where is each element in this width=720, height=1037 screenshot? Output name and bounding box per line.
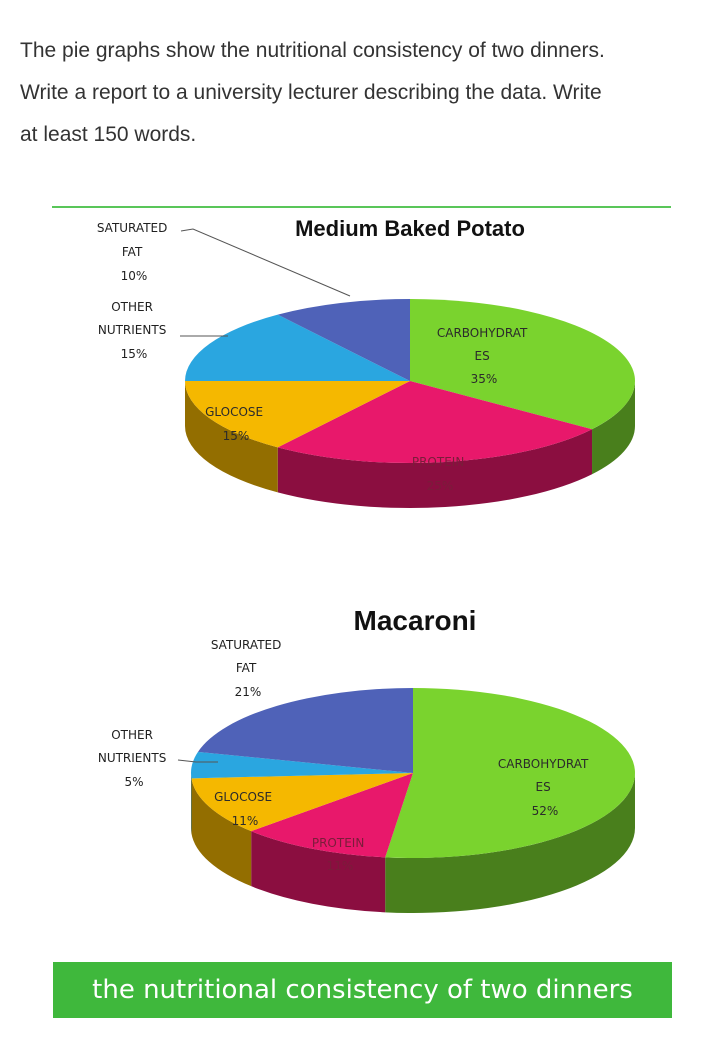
label-glucose-macaroni: GLOCOSE 11% (214, 790, 276, 828)
label-carbohydrates-macaroni: CARBOHYDRAT ES 52% (498, 757, 592, 818)
label-carbohydrates-potato: CARBOHYDRAT ES 35% (437, 326, 531, 386)
label-line: FAT (236, 661, 257, 675)
potato-slice-protein (277, 381, 593, 463)
potato-slice-glucose (185, 381, 410, 448)
potato-slice-carbohydrates (410, 299, 635, 430)
top-divider (52, 206, 671, 208)
label-line: SATURATED (97, 221, 168, 235)
label-line: FAT (122, 245, 143, 259)
label-glucose-potato: GLOCOSE 15% (205, 405, 267, 443)
label-line: NUTRIENTS (98, 751, 166, 765)
label-line: 25% (427, 479, 454, 493)
pie-tops (191, 688, 635, 858)
label-line: 10% (121, 269, 148, 283)
label-protein-potato: PROTEIN 25% (412, 455, 468, 493)
label-line: OTHER (111, 728, 153, 742)
macaroni-slice-glucose (191, 773, 413, 832)
prompt-line: Write a report to a university lecturer … (20, 81, 602, 104)
caption-banner: the nutritional consistency of two dinne… (53, 962, 672, 1018)
label-saturated-fat-potato: SATURATED FAT 10% (97, 221, 171, 283)
label-line: PROTEIN (312, 836, 364, 850)
pie-tops (185, 299, 635, 463)
label-other-nutrients-macaroni: OTHER NUTRIENTS 5% (98, 728, 170, 789)
potato-slice-other-nutrients (185, 314, 410, 381)
label-line: OTHER (111, 300, 153, 314)
label-line: 11% (232, 814, 259, 828)
label-line: 15% (223, 429, 250, 443)
pie-sides (191, 773, 635, 914)
label-line: 5% (124, 775, 143, 789)
potato-side-protein (277, 429, 593, 508)
chart-title-macaroni: Macaroni (354, 605, 477, 636)
label-other-nutrients-potato: OTHER NUTRIENTS 15% (98, 300, 170, 361)
pie-sides (185, 381, 635, 508)
label-line: GLOCOSE (214, 790, 272, 804)
label-saturated-fat-macaroni: SATURATED FAT 21% (211, 638, 285, 699)
label-line: NUTRIENTS (98, 323, 166, 337)
macaroni-side-glucose (191, 778, 252, 887)
potato-side-glucose (185, 381, 278, 493)
label-line: 52% (532, 804, 559, 818)
macaroni-slice-carbohydrates (385, 688, 635, 858)
macaroni-slice-other-nutrients (191, 751, 413, 779)
pie-chart-baked-potato (185, 299, 635, 508)
leader-line (180, 228, 351, 297)
macaroni-side-protein (251, 831, 386, 913)
chart-title-baked-potato: Medium Baked Potato (295, 216, 525, 241)
label-line: 11% (327, 859, 354, 873)
prompt-line: at least 150 words. (20, 123, 197, 146)
prompt-text: The pie graphs show the nutritional cons… (20, 30, 710, 156)
label-line: CARBOHYDRAT (498, 757, 589, 771)
label-line: 15% (121, 347, 148, 361)
label-line: GLOCOSE (205, 405, 263, 419)
potato-slice-saturated-fat (277, 299, 410, 381)
macaroni-side-carbohydrates (385, 773, 635, 914)
prompt-line: The pie graphs show the nutritional cons… (20, 39, 605, 62)
leader-line (177, 759, 218, 763)
label-protein-macaroni: PROTEIN 11% (312, 836, 368, 873)
label-line: SATURATED (211, 638, 282, 652)
potato-side-carbohydrates (592, 381, 635, 475)
label-line: ES (535, 780, 550, 794)
label-line: 21% (235, 685, 262, 699)
macaroni-slice-saturated-fat (197, 688, 413, 773)
label-line: 35% (471, 372, 498, 386)
label-line: CARBOHYDRAT (437, 326, 528, 340)
label-line: PROTEIN (412, 455, 464, 469)
label-line: ES (474, 349, 489, 363)
pie-chart-macaroni (191, 688, 635, 914)
macaroni-slice-protein (251, 773, 413, 858)
